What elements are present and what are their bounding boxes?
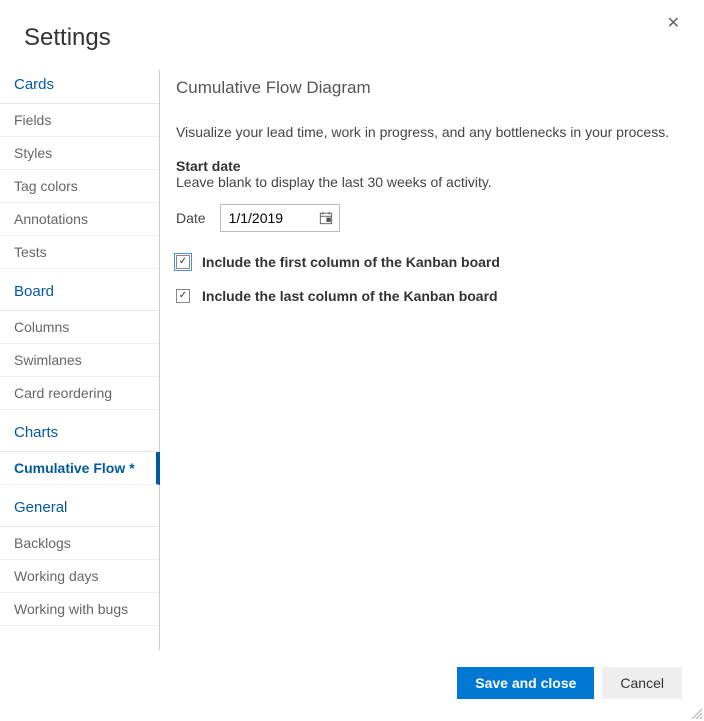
group-header-general: General: [0, 485, 159, 527]
calendar-icon[interactable]: [319, 211, 333, 225]
sidebar-item-fields[interactable]: Fields: [0, 104, 159, 137]
include-first-checkbox[interactable]: ✓: [176, 255, 190, 269]
dialog-title: Settings: [0, 0, 704, 70]
sidebar-item-columns[interactable]: Columns: [0, 311, 159, 344]
include-first-row: ✓ Include the first column of the Kanban…: [176, 254, 680, 270]
start-date-hint: Leave blank to display the last 30 weeks…: [176, 174, 680, 190]
sidebar-item-swimlanes[interactable]: Swimlanes: [0, 344, 159, 377]
include-last-row: ✓ Include the last column of the Kanban …: [176, 288, 680, 304]
panel-title: Cumulative Flow Diagram: [176, 78, 680, 98]
settings-panel: Cumulative Flow Diagram Visualize your l…: [160, 70, 704, 650]
sidebar-item-working-days[interactable]: Working days: [0, 560, 159, 593]
close-icon[interactable]: ✕: [663, 12, 684, 36]
dialog-body: Cards Fields Styles Tag colors Annotatio…: [0, 70, 704, 650]
sidebar-item-cumulative-flow[interactable]: Cumulative Flow *: [0, 452, 160, 485]
group-header-board: Board: [0, 269, 159, 311]
sidebar-item-styles[interactable]: Styles: [0, 137, 159, 170]
cancel-button[interactable]: Cancel: [602, 667, 682, 699]
save-button[interactable]: Save and close: [457, 667, 594, 699]
start-date-label: Start date: [176, 158, 680, 174]
include-first-label: Include the first column of the Kanban b…: [202, 254, 500, 270]
settings-sidebar: Cards Fields Styles Tag colors Annotatio…: [0, 70, 160, 650]
group-header-charts: Charts: [0, 410, 159, 452]
sidebar-item-bugs[interactable]: Working with bugs: [0, 593, 159, 626]
sidebar-item-annotations[interactable]: Annotations: [0, 203, 159, 236]
sidebar-item-backlogs[interactable]: Backlogs: [0, 527, 159, 560]
sidebar-item-tag-colors[interactable]: Tag colors: [0, 170, 159, 203]
sidebar-item-tests[interactable]: Tests: [0, 236, 159, 269]
sidebar-item-card-reordering[interactable]: Card reordering: [0, 377, 159, 410]
date-input[interactable]: [229, 210, 309, 226]
group-header-cards: Cards: [0, 70, 159, 104]
include-last-label: Include the last column of the Kanban bo…: [202, 288, 498, 304]
date-row: Date: [176, 204, 680, 232]
include-last-checkbox[interactable]: ✓: [176, 289, 190, 303]
date-label: Date: [176, 210, 206, 226]
panel-description: Visualize your lead time, work in progre…: [176, 124, 680, 140]
close-icon-glyph: ✕: [667, 15, 680, 32]
date-input-wrap[interactable]: [220, 204, 340, 232]
dialog-footer: Save and close Cancel: [457, 667, 682, 699]
resize-grip-icon[interactable]: [690, 707, 702, 719]
